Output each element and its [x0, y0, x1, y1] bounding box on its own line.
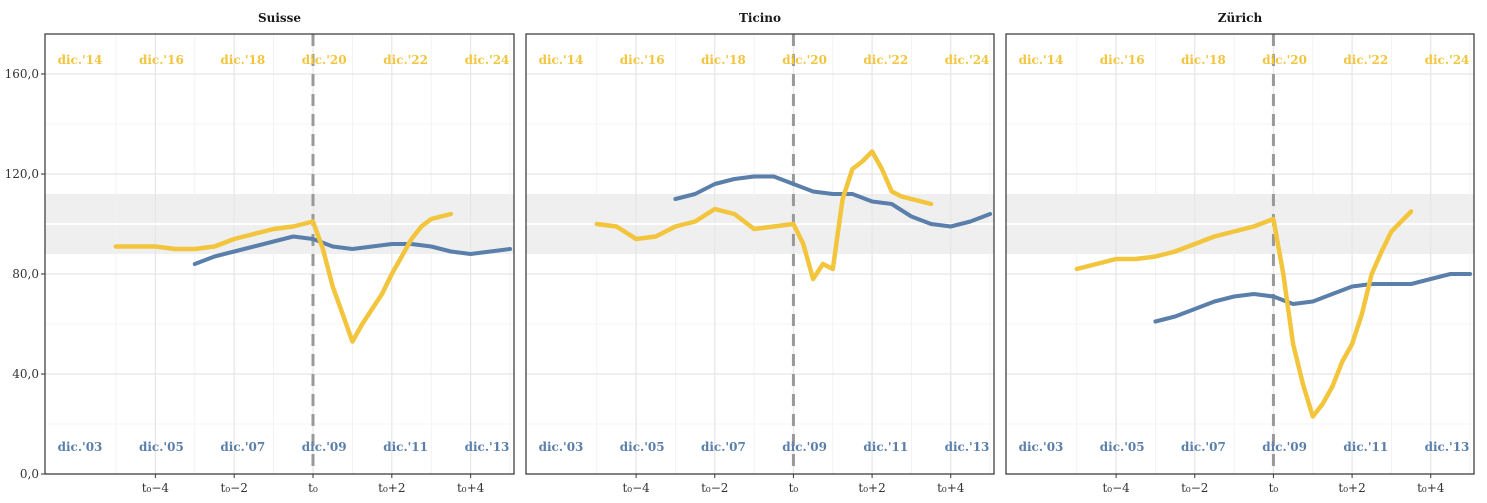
top-date-label: dic.'18 [701, 53, 746, 67]
top-date-label: dic.'24 [945, 53, 990, 67]
top-date-label: dic.'22 [863, 53, 908, 67]
series-line-blue [1153, 272, 1473, 324]
bottom-date-label: dic.'13 [1425, 440, 1470, 454]
top-date-label: dic.'22 [1343, 53, 1388, 67]
bottom-date-label: dic.'09 [302, 440, 347, 454]
x-tick-label: t₀+4 [1417, 481, 1445, 495]
x-tick-label: t₀ [789, 481, 799, 495]
top-date-label: dic.'18 [220, 53, 265, 67]
bottom-date-label: dic.'03 [1019, 440, 1064, 454]
panel-title: Ticino [739, 11, 781, 25]
series-line-blue [673, 174, 993, 229]
x-tick-label: t₀−2 [701, 481, 728, 495]
top-date-label: dic.'20 [302, 53, 347, 67]
panel-2: Ticino dic.'14 dic.'16 dic.'18 dic.'20 dic.'2… [525, 11, 995, 495]
bottom-date-label: dic.'05 [1100, 440, 1145, 454]
x-tick-label: t₀+4 [457, 481, 485, 495]
top-date-label: dic.'24 [465, 53, 510, 67]
y-tick-label: 120,0 [5, 167, 39, 181]
top-date-label: dic.'14 [1019, 53, 1064, 67]
panel-border [44, 33, 515, 475]
top-date-label: dic.'16 [1100, 53, 1145, 67]
bottom-date-label: dic.'05 [139, 440, 184, 454]
bottom-date-label: dic.'07 [701, 440, 746, 454]
bottom-date-label: dic.'03 [58, 440, 103, 454]
series-line-yellow [594, 149, 934, 282]
bottom-date-label: dic.'11 [383, 440, 428, 454]
bottom-date-label: dic.'09 [1262, 440, 1307, 454]
panel-3: Zürich dic.'14 dic.'16 dic.'18 dic.'20 dic.'2… [1005, 11, 1475, 495]
y-tick-label: 80,0 [12, 267, 39, 281]
bottom-date-label: dic.'13 [465, 440, 510, 454]
bottom-date-label: dic.'11 [1343, 440, 1388, 454]
top-date-label: dic.'14 [539, 53, 584, 67]
top-date-label: dic.'22 [383, 53, 428, 67]
x-tick-label: t₀−2 [1181, 481, 1208, 495]
x-tick-label: t₀+4 [937, 481, 965, 495]
top-date-label: dic.'24 [1425, 53, 1470, 67]
x-tick-label: t₀−2 [221, 481, 248, 495]
bottom-date-label: dic.'07 [1181, 440, 1226, 454]
x-tick-label: t₀−4 [1102, 481, 1130, 495]
bottom-date-label: dic.'05 [620, 440, 665, 454]
top-date-label: dic.'16 [620, 53, 665, 67]
bottom-date-label: dic.'13 [945, 440, 990, 454]
top-date-label: dic.'14 [58, 53, 103, 67]
bottom-date-label: dic.'11 [863, 440, 908, 454]
x-tick-label: t₀ [308, 481, 318, 495]
x-tick-label: t₀+2 [1338, 481, 1365, 495]
series-line-yellow [113, 211, 454, 344]
panel-border [525, 33, 995, 475]
bottom-date-label: dic.'09 [782, 440, 827, 454]
top-date-label: dic.'20 [1262, 53, 1307, 67]
series-line-yellow [1074, 209, 1414, 419]
top-date-label: dic.'18 [1181, 53, 1226, 67]
panel-1: Suisse dic.'14 dic.'16 dic.'18 dic.'20 dic.'2… [5, 11, 515, 495]
x-tick-label: t₀ [1269, 481, 1279, 495]
bottom-date-label: dic.'03 [539, 440, 584, 454]
x-tick-label: t₀−4 [622, 481, 650, 495]
y-tick-label: 160,0 [5, 67, 39, 81]
x-tick-label: t₀+2 [378, 481, 405, 495]
bottom-date-label: dic.'07 [220, 440, 265, 454]
series-line-blue [192, 234, 513, 266]
panel-border [1005, 33, 1475, 475]
y-tick-label: 40,0 [12, 367, 39, 381]
panel-title: Suisse [258, 11, 301, 25]
panel-title: Zürich [1218, 11, 1263, 25]
top-date-label: dic.'16 [139, 53, 184, 67]
x-tick-label: t₀+2 [858, 481, 885, 495]
x-tick-label: t₀−4 [142, 481, 170, 495]
top-date-label: dic.'20 [782, 53, 827, 67]
y-tick-label: 0,0 [20, 467, 39, 481]
